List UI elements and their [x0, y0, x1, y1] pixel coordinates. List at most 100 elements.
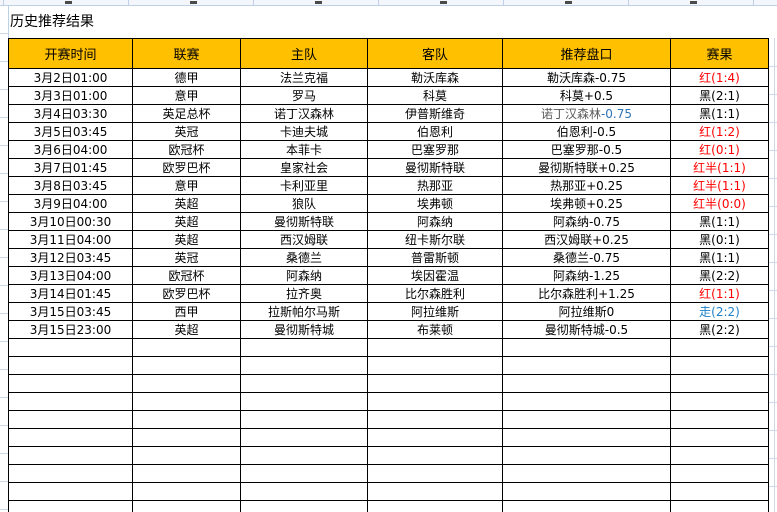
empty-cell[interactable]	[9, 375, 133, 393]
cell-league[interactable]: 英超	[133, 321, 241, 339]
cell-result[interactable]: 黑(1:1)	[671, 249, 769, 267]
cell-handicap[interactable]: 诺丁汉森林-0.75	[503, 105, 671, 123]
cell-handicap[interactable]: 热那亚+0.25	[503, 177, 671, 195]
cell-time[interactable]: 3月12日03:45	[9, 249, 133, 267]
empty-cell[interactable]	[368, 393, 503, 411]
cell-handicap[interactable]: 曼彻斯特联+0.25	[503, 159, 671, 177]
cell-league[interactable]: 英超	[133, 195, 241, 213]
empty-cell[interactable]	[671, 429, 769, 447]
empty-cell[interactable]	[133, 339, 241, 357]
empty-cell[interactable]	[9, 465, 133, 483]
cell-away[interactable]: 伊普斯维奇	[368, 105, 503, 123]
cell-home[interactable]: 拉齐奥	[241, 285, 368, 303]
cell-league[interactable]: 西甲	[133, 303, 241, 321]
cell-away[interactable]: 巴塞罗那	[368, 141, 503, 159]
cell-result[interactable]: 红半(1:1)	[671, 177, 769, 195]
cell-away[interactable]: 勒沃库森	[368, 69, 503, 87]
empty-cell[interactable]	[368, 357, 503, 375]
cell-time[interactable]: 3月2日01:00	[9, 69, 133, 87]
empty-cell[interactable]	[503, 339, 671, 357]
cell-handicap[interactable]: 阿森纳-1.25	[503, 267, 671, 285]
empty-cell[interactable]	[241, 465, 368, 483]
cell-handicap[interactable]: 阿拉维斯0	[503, 303, 671, 321]
cell-league[interactable]: 意甲	[133, 87, 241, 105]
empty-cell[interactable]	[671, 357, 769, 375]
cell-handicap[interactable]: 伯恩利-0.5	[503, 123, 671, 141]
empty-cell[interactable]	[503, 465, 671, 483]
cell-time[interactable]: 3月10日00:30	[9, 213, 133, 231]
cell-league[interactable]: 英冠	[133, 123, 241, 141]
cell-home[interactable]: 曼彻斯特城	[241, 321, 368, 339]
cell-time[interactable]: 3月15日23:00	[9, 321, 133, 339]
empty-cell[interactable]	[671, 375, 769, 393]
cell-result[interactable]: 黑(0:1)	[671, 231, 769, 249]
empty-cell[interactable]	[503, 447, 671, 465]
cell-time[interactable]: 3月3日01:00	[9, 87, 133, 105]
cell-league[interactable]: 欧冠杯	[133, 267, 241, 285]
empty-cell[interactable]	[133, 429, 241, 447]
cell-handicap[interactable]: 比尔森胜利+1.25	[503, 285, 671, 303]
cell-away[interactable]: 纽卡斯尔联	[368, 231, 503, 249]
cell-away[interactable]: 阿森纳	[368, 213, 503, 231]
empty-cell[interactable]	[368, 375, 503, 393]
cell-result[interactable]: 黑(2:1)	[671, 87, 769, 105]
empty-cell[interactable]	[368, 339, 503, 357]
cell-result[interactable]: 黑(1:1)	[671, 213, 769, 231]
cell-league[interactable]: 英足总杯	[133, 105, 241, 123]
cell-away[interactable]: 埃弗顿	[368, 195, 503, 213]
empty-cell[interactable]	[133, 465, 241, 483]
cell-home[interactable]: 拉斯帕尔马斯	[241, 303, 368, 321]
cell-result[interactable]: 走(2:2)	[671, 303, 769, 321]
empty-cell[interactable]	[9, 411, 133, 429]
empty-cell[interactable]	[671, 411, 769, 429]
empty-cell[interactable]	[503, 393, 671, 411]
header-cell-home[interactable]: 主队	[241, 39, 368, 69]
cell-league[interactable]: 欧罗巴杯	[133, 159, 241, 177]
empty-cell[interactable]	[671, 483, 769, 501]
empty-cell[interactable]	[368, 429, 503, 447]
header-cell-handicap[interactable]: 推荐盘口	[503, 39, 671, 69]
cell-home[interactable]: 卡迪夫城	[241, 123, 368, 141]
empty-cell[interactable]	[241, 483, 368, 501]
cell-time[interactable]: 3月6日04:00	[9, 141, 133, 159]
header-cell-result[interactable]: 赛果	[671, 39, 769, 69]
cell-away[interactable]: 热那亚	[368, 177, 503, 195]
empty-cell[interactable]	[503, 375, 671, 393]
cell-time[interactable]: 3月15日03:45	[9, 303, 133, 321]
cell-handicap[interactable]: 阿森纳-0.75	[503, 213, 671, 231]
cell-home[interactable]: 西汉姆联	[241, 231, 368, 249]
empty-cell[interactable]	[671, 465, 769, 483]
empty-cell[interactable]	[133, 483, 241, 501]
cell-league[interactable]: 英冠	[133, 249, 241, 267]
empty-cell[interactable]	[368, 483, 503, 501]
empty-cell[interactable]	[133, 447, 241, 465]
empty-cell[interactable]	[9, 339, 133, 357]
cell-away[interactable]: 埃因霍温	[368, 267, 503, 285]
empty-cell[interactable]	[9, 447, 133, 465]
cell-home[interactable]: 本菲卡	[241, 141, 368, 159]
cell-league[interactable]: 意甲	[133, 177, 241, 195]
cell-time[interactable]: 3月5日03:45	[9, 123, 133, 141]
empty-cell[interactable]	[368, 465, 503, 483]
empty-cell[interactable]	[671, 501, 769, 512]
cell-result[interactable]: 红(0:1)	[671, 141, 769, 159]
cell-away[interactable]: 伯恩利	[368, 123, 503, 141]
header-cell-time[interactable]: 开赛时间	[9, 39, 133, 69]
cell-handicap[interactable]: 曼彻斯特城-0.5	[503, 321, 671, 339]
empty-cell[interactable]	[9, 393, 133, 411]
empty-cell[interactable]	[671, 393, 769, 411]
empty-cell[interactable]	[368, 411, 503, 429]
cell-league[interactable]: 英超	[133, 231, 241, 249]
cell-home[interactable]: 曼彻斯特联	[241, 213, 368, 231]
cell-time[interactable]: 3月7日01:45	[9, 159, 133, 177]
empty-cell[interactable]	[241, 501, 368, 512]
empty-cell[interactable]	[368, 447, 503, 465]
cell-away[interactable]: 阿拉维斯	[368, 303, 503, 321]
empty-cell[interactable]	[241, 357, 368, 375]
cell-result[interactable]: 黑(1:1)	[671, 105, 769, 123]
cell-time[interactable]: 3月9日04:00	[9, 195, 133, 213]
empty-cell[interactable]	[241, 447, 368, 465]
empty-cell[interactable]	[368, 501, 503, 512]
empty-cell[interactable]	[503, 357, 671, 375]
cell-time[interactable]: 3月4日03:30	[9, 105, 133, 123]
